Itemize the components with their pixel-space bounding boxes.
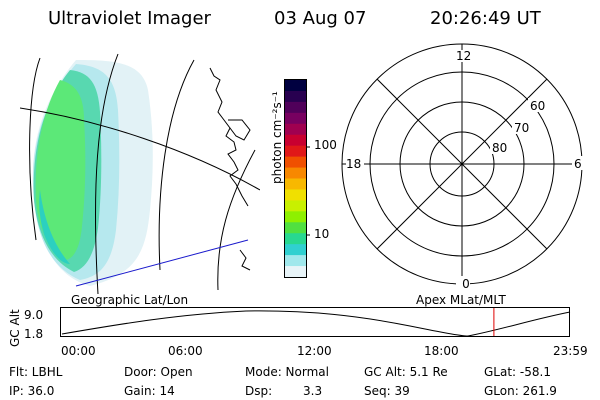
mlt-label-6: 6: [574, 157, 582, 171]
colorbar-band: [285, 222, 306, 234]
info-dsp-value: 3.3: [303, 384, 323, 398]
terminator-line: [75, 239, 249, 287]
geographic-grid: [20, 53, 260, 294]
info-filter: Flt: LBHL: [9, 365, 63, 379]
colorbar-band: [285, 211, 306, 223]
info-dsp-label: Dsp:: [245, 384, 273, 398]
polar-dial: 12 0 18 6 60 70 80: [341, 43, 584, 291]
timeline-xtick-0600: 06:00: [168, 344, 203, 358]
altitude-timeline: [60, 307, 571, 337]
timeline-xtick-1200: 12:00: [297, 344, 332, 358]
time-label: 20:26:49 UT: [430, 8, 541, 29]
colorbar-band: [285, 101, 306, 114]
info-door: Door: Open: [124, 365, 193, 379]
info-glat: GLat: -58.1: [484, 365, 551, 379]
mlt-label-0: 0: [462, 277, 470, 291]
timeline-xtick-1800: 18:00: [424, 344, 459, 358]
info-gain: Gain: 14: [124, 384, 175, 398]
coastline: [209, 67, 251, 271]
info-gc-alt: GC Alt: 5.1 Re: [364, 365, 448, 379]
info-glon: GLon: 261.9: [484, 384, 557, 398]
colorbar-band: [285, 189, 306, 201]
colorbar-gradient: [285, 80, 306, 278]
colorbar-band: [285, 145, 306, 158]
apex-panel-label: Apex MLat/MLT: [416, 293, 506, 307]
timeline-ylabel: GC Alt: [8, 309, 22, 347]
info-seq: Seq: 39: [364, 384, 410, 398]
colorbar-band: [285, 134, 306, 147]
colorbar-band: [285, 255, 306, 267]
geographic-image-panel: [20, 53, 260, 294]
timeline-xtick-2359: 23:59: [553, 344, 588, 358]
colorbar-label: photon cm⁻²s⁻¹: [270, 91, 284, 184]
colorbar-band: [285, 156, 306, 169]
instrument-title: Ultraviolet Imager: [48, 8, 211, 29]
mlt-label-18: 18: [346, 157, 361, 171]
colorbar-band: [285, 200, 306, 212]
timeline-xtick-0000: 00:00: [61, 344, 96, 358]
geographic-panel-label: Geographic Lat/Lon: [71, 293, 189, 307]
colorbar-band: [285, 123, 306, 136]
colorbar-band: [285, 233, 306, 245]
lat-label-60: 60: [530, 99, 545, 113]
info-mode: Mode: Normal: [245, 365, 329, 379]
lat-label-80: 80: [492, 141, 507, 155]
mlt-label-12: 12: [456, 49, 471, 63]
lat-label-70: 70: [514, 121, 529, 135]
date-label: 03 Aug 07: [274, 8, 367, 29]
colorbar-tick-100: 100: [314, 138, 337, 152]
colorbar-band: [285, 266, 306, 278]
timeline-ytick-max: 9.0: [24, 308, 44, 322]
info-ip: IP: 36.0: [9, 384, 55, 398]
colorbar-band: [285, 80, 306, 92]
colorbar-band: [285, 167, 306, 180]
colorbar: [284, 79, 310, 278]
colorbar-band: [285, 244, 306, 256]
auroral-emission-map: [32, 60, 153, 286]
colorbar-band: [285, 178, 306, 191]
colorbar-band: [285, 90, 306, 103]
colorbar-band: [285, 112, 306, 125]
timeline-ytick-min: 1.8: [24, 327, 44, 341]
colorbar-tick-10: 10: [314, 227, 330, 241]
